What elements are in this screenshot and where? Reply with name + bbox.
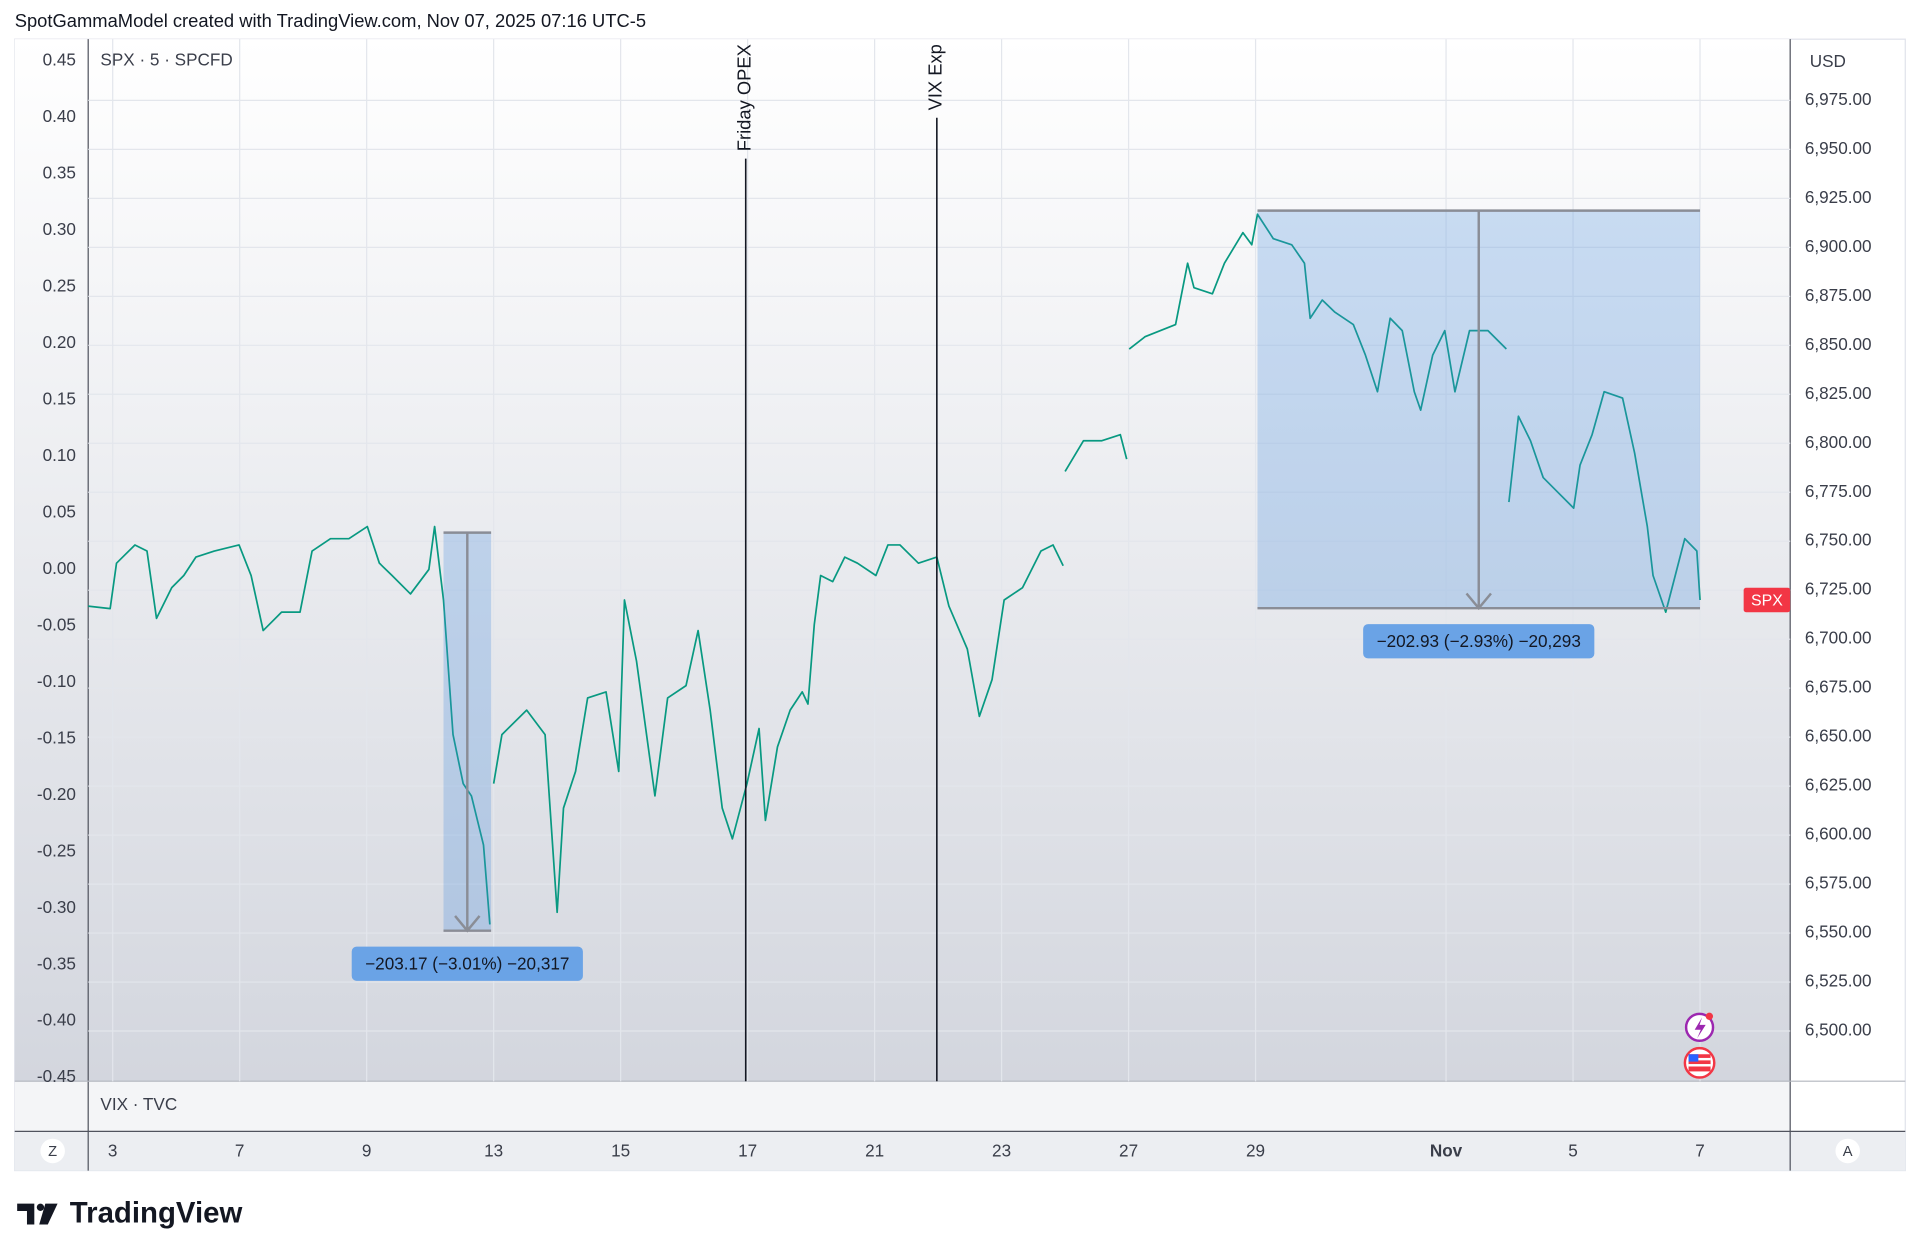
y2-tick-label: 6,625.00 bbox=[1805, 775, 1872, 795]
y2-tick-label: 6,650.00 bbox=[1805, 726, 1872, 746]
x-tick-label: 23 bbox=[992, 1141, 1011, 1161]
x-tick-label: 9 bbox=[362, 1141, 372, 1161]
y-tick-label: -0.10 bbox=[37, 671, 76, 691]
y2-tick-label: 6,775.00 bbox=[1805, 481, 1872, 501]
y2-tick-label: 6,750.00 bbox=[1805, 530, 1872, 550]
y2-tick-label: 6,875.00 bbox=[1805, 285, 1872, 305]
y-tick-label: -0.25 bbox=[37, 840, 76, 860]
measure-label-bg bbox=[351, 946, 583, 981]
x-tick-label: Nov bbox=[1430, 1141, 1463, 1161]
price-line bbox=[1128, 213, 1507, 412]
x-tick-label: 15 bbox=[611, 1141, 630, 1161]
y-tick-label: 0.10 bbox=[43, 445, 76, 465]
y-tick-label: 0.35 bbox=[43, 163, 76, 183]
measure-label: −202.93 (−2.93%) −20,293 bbox=[1377, 631, 1581, 651]
y2-tick-label: 6,500.00 bbox=[1805, 1020, 1872, 1040]
log-button[interactable]: Z bbox=[48, 1144, 57, 1160]
auto-button[interactable]: A bbox=[1843, 1144, 1853, 1160]
header: SpotGammaModel created with TradingView.… bbox=[15, 10, 646, 31]
y-tick-label: 0.30 bbox=[43, 219, 76, 239]
currency-box[interactable] bbox=[1795, 44, 1901, 81]
y-tick-label: -0.35 bbox=[37, 953, 76, 973]
y2-tick-label: 6,900.00 bbox=[1805, 236, 1872, 256]
y2-tick-label: 6,675.00 bbox=[1805, 677, 1872, 697]
measure-arrowhead bbox=[454, 915, 481, 933]
y2-tick-label: 6,700.00 bbox=[1805, 628, 1872, 648]
measure-arrowhead bbox=[1465, 592, 1492, 611]
measure-label: −203.17 (−3.01%) −20,317 bbox=[365, 953, 569, 973]
lower-pane bbox=[14, 1081, 1791, 1132]
y2-tick-label: 6,725.00 bbox=[1805, 579, 1872, 599]
y-tick-label: 0.05 bbox=[43, 502, 76, 522]
currency[interactable]: USD bbox=[1810, 51, 1846, 71]
price-line bbox=[492, 544, 1064, 914]
price-line bbox=[88, 525, 491, 925]
y2-tick-label: 6,975.00 bbox=[1805, 89, 1872, 109]
brand-logo bbox=[17, 1203, 58, 1225]
y2-tick-label: 6,575.00 bbox=[1805, 873, 1872, 893]
measure-label-bg bbox=[1363, 624, 1595, 659]
y-tick-label: 0.45 bbox=[43, 50, 76, 70]
y-tick-label: 0.00 bbox=[43, 558, 76, 578]
y2-tick-label: 6,550.00 bbox=[1805, 922, 1872, 942]
x-tick-label: 7 bbox=[1695, 1141, 1705, 1161]
price-tag-label: SPX bbox=[1751, 592, 1783, 609]
y-tick-label: -0.30 bbox=[37, 897, 76, 917]
y2-tick-label: 6,825.00 bbox=[1805, 383, 1872, 403]
grid bbox=[88, 39, 1791, 1082]
y-tick-label: -0.20 bbox=[37, 784, 76, 804]
price-line bbox=[1508, 390, 1701, 614]
y2-tick-label: 6,800.00 bbox=[1805, 432, 1872, 452]
y-tick-label: 0.20 bbox=[43, 332, 76, 352]
event-label: Friday OPEX bbox=[734, 44, 755, 151]
plot-area bbox=[88, 213, 1701, 925]
event-label: VIX Exp bbox=[925, 44, 946, 110]
y2-tick-label: 6,950.00 bbox=[1805, 138, 1872, 158]
price-tag bbox=[1743, 587, 1791, 613]
y-tick-label: 0.25 bbox=[43, 276, 76, 296]
x-tick-label: 3 bbox=[108, 1141, 118, 1161]
x-tick-label: 21 bbox=[865, 1141, 884, 1161]
y-tick-label: -0.05 bbox=[37, 614, 76, 634]
y-tick-label: -0.40 bbox=[37, 1010, 76, 1030]
button-bg[interactable] bbox=[1835, 1138, 1860, 1164]
x-tick-label: 29 bbox=[1246, 1141, 1265, 1161]
lower-pane-label: VIX · TVC bbox=[100, 1094, 177, 1114]
symbol-label: SPX · 5 · SPCFD bbox=[100, 50, 232, 70]
event-icons[interactable] bbox=[1683, 1012, 1716, 1079]
price-line bbox=[1064, 433, 1128, 472]
x-tick-label: 7 bbox=[235, 1141, 245, 1161]
overlay: SPX −203.17 (−3.01%) −20,317 −202.93 (−2.9… bbox=[351, 44, 1791, 1082]
y2-tick-label: 6,600.00 bbox=[1805, 824, 1872, 844]
y2-tick-label: 6,850.00 bbox=[1805, 334, 1872, 354]
brand: TradingView bbox=[70, 1196, 243, 1229]
time-axis bbox=[14, 1131, 1906, 1171]
x-tick-label: 17 bbox=[738, 1141, 757, 1161]
y-tick-label: -0.45 bbox=[37, 1066, 76, 1086]
y2-tick-label: 6,925.00 bbox=[1805, 187, 1872, 207]
y2-tick-label: 6,525.00 bbox=[1805, 971, 1872, 991]
button-bg[interactable] bbox=[40, 1138, 65, 1164]
y-tick-label: 0.15 bbox=[43, 389, 76, 409]
x-tick-label: 13 bbox=[484, 1141, 503, 1161]
y-tick-label: 0.40 bbox=[43, 106, 76, 126]
y-tick-label: -0.15 bbox=[37, 727, 76, 747]
x-tick-label: 5 bbox=[1568, 1141, 1578, 1161]
x-tick-label: 27 bbox=[1119, 1141, 1138, 1161]
